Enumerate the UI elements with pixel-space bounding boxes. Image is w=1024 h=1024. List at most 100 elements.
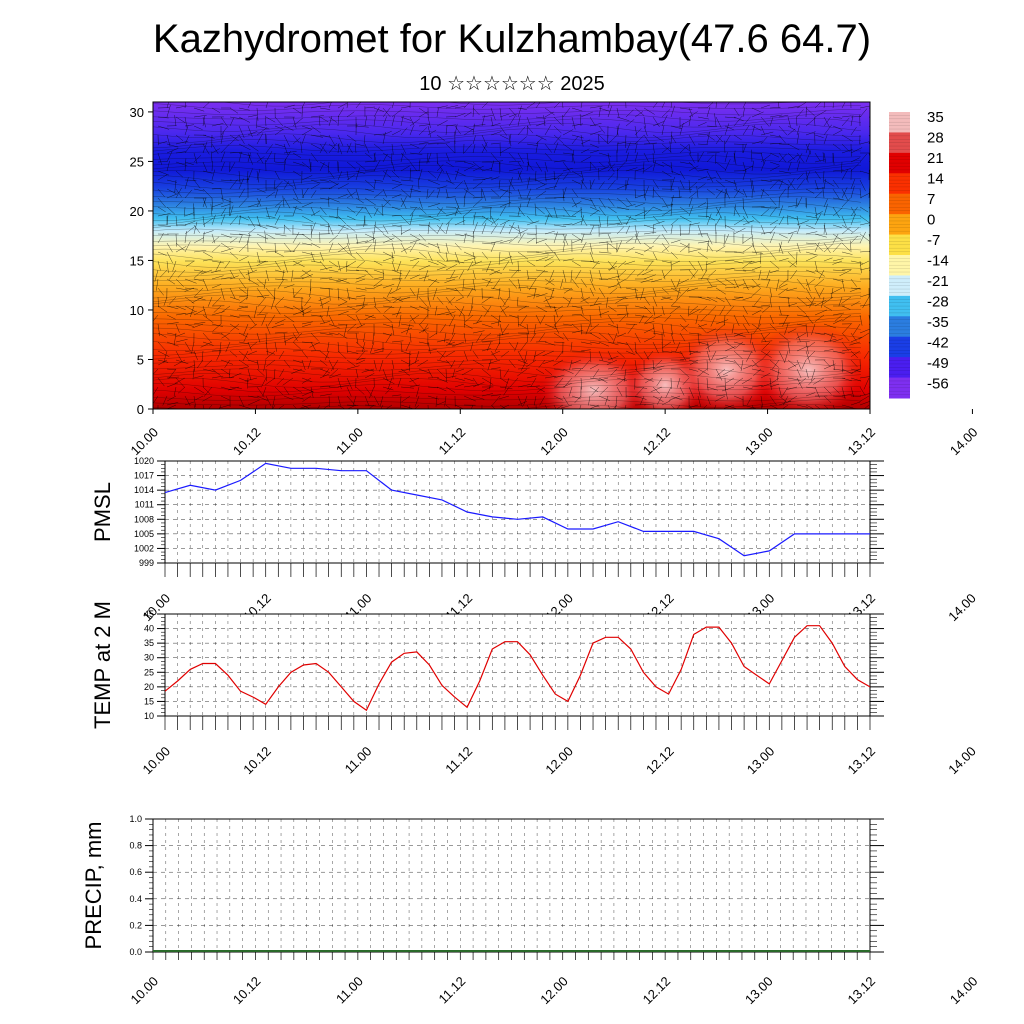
wind-vector xyxy=(486,278,492,287)
y-tick-label: 1008 xyxy=(134,514,154,524)
wind-vector xyxy=(688,222,700,226)
wind-vector xyxy=(220,204,230,208)
wind-vector xyxy=(319,287,333,290)
wind-vector xyxy=(850,401,861,406)
wind-vector xyxy=(643,165,653,172)
wind-vector xyxy=(679,357,691,361)
wind-vector xyxy=(283,224,285,235)
wind-vector xyxy=(463,195,466,208)
wind-vector xyxy=(247,314,256,326)
wind-vector xyxy=(616,197,627,207)
wind-vector xyxy=(322,368,330,377)
isotherm-line xyxy=(153,264,862,273)
wind-vector xyxy=(220,287,225,301)
wind-vector xyxy=(328,170,335,179)
wind-vector xyxy=(356,359,366,365)
wind-vector xyxy=(796,215,800,228)
wind-vector xyxy=(746,395,753,406)
wind-vector xyxy=(319,332,333,336)
chart-title: Kazhydromet for Kulzhambay(47.6 64.7) xyxy=(152,17,872,61)
wind-vector xyxy=(291,368,303,375)
wind-vector xyxy=(202,368,216,373)
wind-vector xyxy=(175,187,182,199)
wind-vector xyxy=(274,204,281,217)
wind-vector xyxy=(436,338,450,343)
wind-vector xyxy=(385,350,393,359)
wind-vector xyxy=(328,287,331,301)
wind-vector xyxy=(700,269,708,280)
wind-vector xyxy=(369,341,375,354)
wind-vector xyxy=(751,111,764,118)
wind-vector xyxy=(292,188,299,200)
wind-vector xyxy=(445,124,456,127)
wind-vector xyxy=(863,404,870,409)
wind-vector xyxy=(850,213,856,226)
wind-vector xyxy=(679,119,691,127)
wind-vector xyxy=(301,377,313,383)
wind-vector xyxy=(762,305,771,313)
wind-vector xyxy=(553,125,562,134)
wind-vector xyxy=(249,341,258,348)
wind-vector xyxy=(733,341,745,346)
wind-vector xyxy=(643,274,656,280)
wind-vector xyxy=(445,386,456,393)
wind-vector xyxy=(778,258,789,262)
wind-vector xyxy=(624,404,627,409)
wind-vector xyxy=(463,377,474,382)
wind-vector xyxy=(436,224,446,234)
wind-vector xyxy=(454,260,465,264)
wind-vector xyxy=(859,267,870,271)
wind-vector xyxy=(157,152,162,165)
wind-vector xyxy=(805,171,811,181)
wind-vector xyxy=(562,102,564,109)
wind-vector xyxy=(725,377,735,384)
wind-vector xyxy=(742,220,754,226)
wind-vector xyxy=(625,225,630,235)
wind-vector xyxy=(634,359,637,371)
wind-vector xyxy=(499,404,507,409)
wind-vector xyxy=(454,305,465,316)
wind-vector xyxy=(373,159,381,172)
wind-vector xyxy=(362,341,366,353)
wind-vector xyxy=(778,287,789,296)
wind-vector xyxy=(283,305,294,310)
wind-vector xyxy=(445,260,459,262)
wind-vector xyxy=(455,296,465,302)
wind-vector xyxy=(616,141,627,145)
wind-vector xyxy=(715,368,723,381)
wind-vector xyxy=(634,231,639,244)
wind-vector xyxy=(841,143,850,153)
wind-vector xyxy=(562,287,573,290)
wind-vector xyxy=(391,143,394,155)
wind-vector xyxy=(337,377,342,390)
wind-vector xyxy=(330,359,339,372)
wind-vector xyxy=(445,179,455,185)
wind-vector xyxy=(688,223,691,235)
wind-vector xyxy=(593,296,600,305)
wind-vector xyxy=(418,327,429,334)
wind-vector xyxy=(859,393,870,397)
wind-vector xyxy=(589,150,599,154)
wind-vector xyxy=(742,143,747,154)
wind-vector xyxy=(769,152,780,158)
wind-vector xyxy=(706,240,710,253)
wind-vector xyxy=(590,404,600,409)
wind-vector xyxy=(536,269,546,278)
isotherm-line xyxy=(153,118,862,128)
wind-vector xyxy=(508,235,519,244)
wind-vector xyxy=(706,106,711,118)
wind-vector xyxy=(645,260,654,271)
wind-vector xyxy=(282,269,285,280)
wind-vector xyxy=(604,395,609,406)
wind-vector xyxy=(769,206,778,217)
wind-vector xyxy=(787,161,792,172)
wind-vector xyxy=(616,215,623,225)
wind-vector xyxy=(623,368,627,382)
wind-vector xyxy=(710,314,717,327)
wind-vector xyxy=(481,278,493,283)
y-tick-label: 0.2 xyxy=(129,920,142,930)
wind-vector xyxy=(373,106,380,118)
wind-vector xyxy=(778,180,784,190)
wind-vector xyxy=(211,143,219,155)
wind-vector xyxy=(634,194,646,199)
